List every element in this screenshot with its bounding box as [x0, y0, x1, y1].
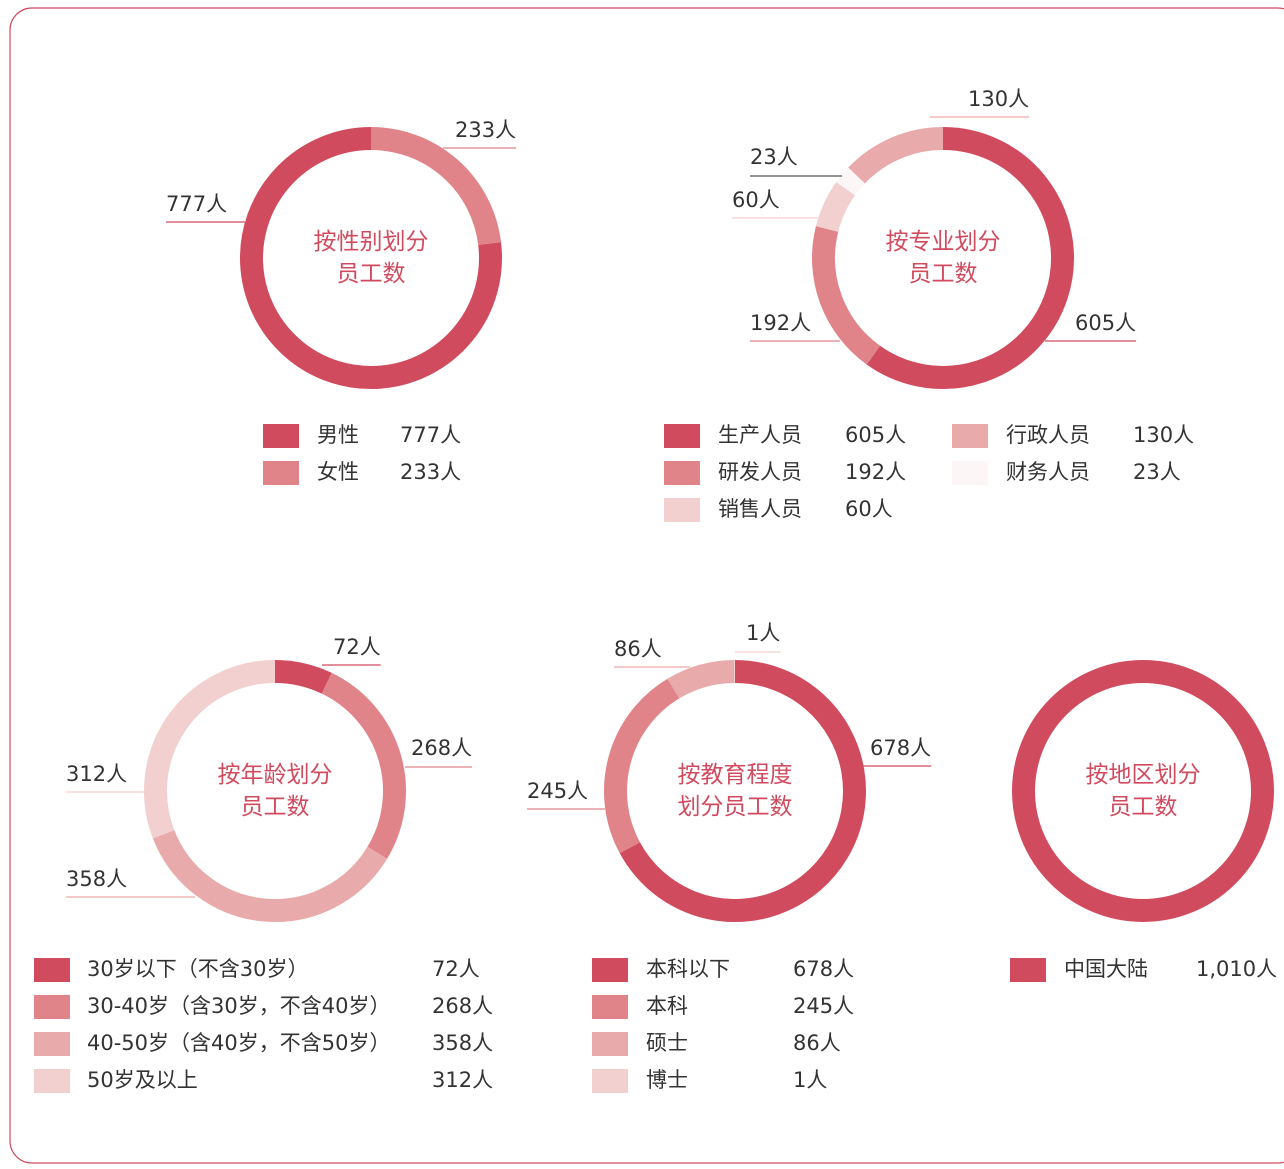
legend-swatch	[34, 1069, 70, 1093]
slice-label: 86人	[614, 637, 662, 661]
legend-swatch	[34, 1032, 70, 1056]
slice-label: 312人	[66, 762, 127, 786]
legend-swatch	[34, 958, 70, 982]
donut-slice	[812, 226, 881, 365]
donut-slice	[1012, 660, 1274, 922]
donut-slice	[836, 167, 866, 196]
donut-slice	[274, 660, 332, 694]
donut-slice	[321, 672, 406, 859]
chart-title: 按地区划分员工数	[1085, 762, 1201, 820]
legend-value: 245人	[793, 994, 854, 1018]
slice-label: 1人	[746, 621, 780, 645]
legend-value: 1人	[793, 1068, 827, 1092]
legend-value: 23人	[1133, 460, 1181, 484]
slice-label: 130人	[968, 87, 1029, 111]
slice-label: 777人	[166, 192, 227, 216]
donut-slice	[152, 829, 388, 922]
legend-swatch	[263, 461, 299, 485]
chart-title: 按年龄划分员工数	[217, 762, 333, 820]
legend-label: 硕士	[646, 1031, 688, 1055]
slice-label: 23人	[750, 145, 798, 169]
legend-value: 605人	[845, 423, 906, 447]
legend-value: 358人	[432, 1031, 493, 1055]
legend-swatch	[592, 958, 628, 982]
legend-label: 本科以下	[646, 957, 730, 981]
legend-swatch	[664, 424, 700, 448]
legend-swatch	[592, 995, 628, 1019]
legend-value: 777人	[400, 423, 461, 447]
legend-label: 30岁以下（不含30岁）	[87, 957, 308, 981]
legend-label: 博士	[646, 1068, 688, 1092]
legend-label: 男性	[317, 423, 359, 447]
legend-value: 72人	[432, 957, 480, 981]
legend-swatch	[952, 461, 988, 485]
legend-swatch	[592, 1069, 628, 1093]
legend-swatch	[664, 461, 700, 485]
legend-value: 130人	[1133, 423, 1194, 447]
legend-value: 312人	[432, 1068, 493, 1092]
slice-label: 678人	[870, 736, 931, 760]
legend-value: 268人	[432, 994, 493, 1018]
legend-label: 行政人员	[1006, 423, 1090, 447]
legend-swatch	[592, 1032, 628, 1056]
legend-label: 财务人员	[1006, 460, 1090, 484]
legend-value: 60人	[845, 497, 893, 521]
legend-label: 生产人员	[718, 423, 802, 447]
donut-slice	[667, 660, 735, 699]
chart-title: 按专业划分员工数	[885, 229, 1001, 287]
legend-label: 40-50岁（含40岁，不含50岁）	[87, 1031, 390, 1055]
slice-label: 233人	[455, 118, 516, 142]
donut-slice	[604, 678, 680, 854]
legend-label: 50岁及以上	[87, 1068, 198, 1092]
slice-label: 72人	[333, 635, 381, 659]
legend-swatch	[1010, 958, 1046, 982]
legend-label: 研发人员	[718, 460, 802, 484]
slice-label: 245人	[527, 779, 588, 803]
slice-label: 358人	[66, 867, 127, 891]
legend-swatch	[263, 424, 299, 448]
legend-value: 86人	[793, 1031, 841, 1055]
legend-value: 192人	[845, 460, 906, 484]
donut-slice	[815, 181, 856, 233]
chart-title: 按性别划分员工数	[313, 229, 429, 287]
donut-slice	[370, 127, 502, 246]
donut-slice	[866, 127, 1074, 389]
legend-swatch	[952, 424, 988, 448]
legend-label: 女性	[317, 460, 359, 484]
chart-title: 按教育程度划分员工数	[677, 762, 793, 820]
legend-value: 1,010人	[1196, 957, 1277, 981]
slice-label: 60人	[732, 188, 780, 212]
legend-label: 本科	[646, 994, 688, 1018]
frame	[9, 7, 1284, 1164]
legend-swatch	[664, 498, 700, 522]
legend-swatch	[34, 995, 70, 1019]
slice-label: 192人	[750, 311, 811, 335]
donut-slice	[848, 127, 944, 184]
legend-label: 30-40岁（含30岁，不含40岁）	[87, 994, 390, 1018]
donut-slice	[240, 127, 502, 389]
legend-value: 678人	[793, 957, 854, 981]
slice-label: 268人	[411, 736, 472, 760]
legend-label: 销售人员	[718, 497, 802, 521]
donut-slice	[619, 660, 866, 922]
legend-value: 233人	[400, 460, 461, 484]
legend-label: 中国大陆	[1064, 957, 1148, 981]
donut-slice	[144, 660, 276, 839]
slice-label: 605人	[1075, 311, 1136, 335]
